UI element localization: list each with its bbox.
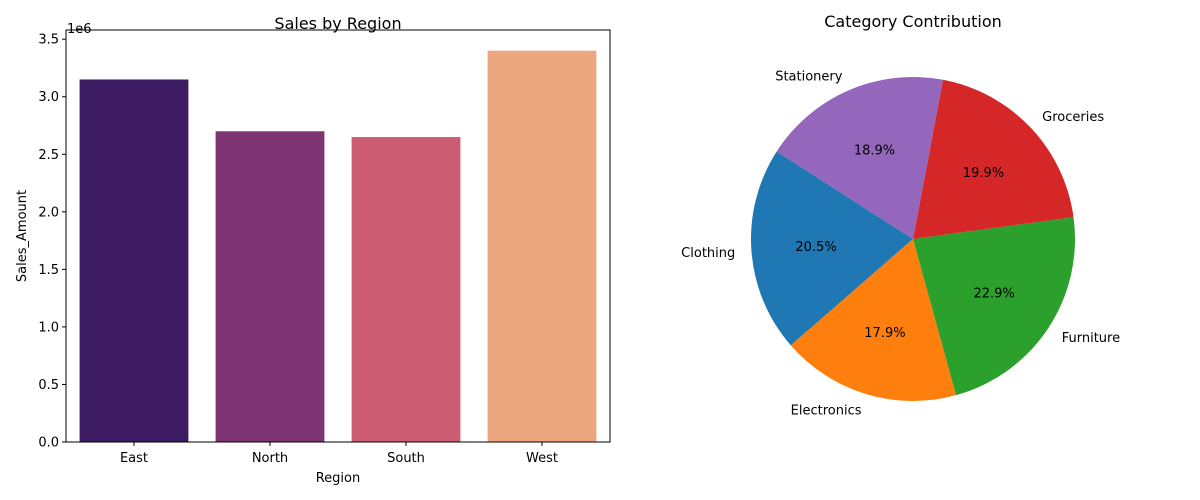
pie-percent-label: 20.5% [795,240,836,255]
pie-slices [751,77,1075,401]
bar-chart: Sales by Region 1e6 0.00.51.01.52.02.53.… [15,14,611,486]
y-tick-label: 0.5 [38,378,59,393]
y-tick-label: 1.5 [38,263,59,278]
pie-slice-clothing [751,151,913,346]
y-tick-label: 2.0 [38,205,59,220]
x-tick-label: East [120,451,148,466]
bar-series [79,50,597,443]
pie-percent-label: 19.9% [963,166,1004,181]
y-axis-label: Sales_Amount [15,190,30,282]
bar-plot-frame [65,29,611,443]
y-tick-label: 3.0 [38,90,59,105]
y-tick-label: 1.0 [38,320,59,335]
bar-chart-title: Sales by Region [274,14,401,33]
pie-label: Electronics [791,404,862,419]
pie-slice-groceries [913,79,1074,239]
pie-labels: Clothing 20.5% Electronics 17.9% Furniture 22… [681,69,1120,418]
bar-west [487,50,597,442]
y-axis-ticks: 0.0 0.5 1.0 1.5 2.0 2.5 3.0 3.5 [38,33,66,451]
pie-label: Groceries [1042,110,1104,125]
pie-label: Furniture [1062,331,1120,346]
x-tick-label: West [526,451,558,466]
pie-percent-label: 22.9% [973,287,1014,302]
y-tick-label: 2.5 [38,148,59,163]
pie-label: Stationery [775,69,843,84]
x-axis-ticks: East North South West [120,442,558,466]
pie-slice-electronics [790,239,957,401]
y-tick-label: 0.0 [38,436,59,451]
pie-slice-furniture [913,217,1075,396]
pie-chart-title: Category Contribution [824,12,1002,31]
x-tick-label: South [387,451,425,466]
pie-label: Clothing [681,246,735,261]
pie-percent-label: 17.9% [864,326,905,341]
bar-north [215,131,325,442]
y-tick-label: 3.5 [38,33,59,48]
x-tick-label: North [252,451,288,466]
pie-slice-stationery [776,77,944,240]
bar-east [79,79,189,443]
bar-south [351,137,461,442]
pie-chart: Category Contribution Clothing 20.5% Elect… [681,12,1120,419]
x-axis-label: Region [316,471,361,486]
pie-percent-label: 18.9% [854,144,895,159]
